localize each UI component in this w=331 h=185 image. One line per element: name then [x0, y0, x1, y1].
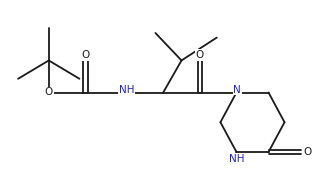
- Text: N: N: [233, 85, 241, 95]
- Text: O: O: [81, 50, 89, 60]
- Text: O: O: [45, 88, 53, 97]
- Text: NH: NH: [119, 85, 134, 95]
- Text: O: O: [304, 147, 312, 157]
- Text: NH: NH: [229, 154, 244, 164]
- Text: O: O: [196, 50, 204, 60]
